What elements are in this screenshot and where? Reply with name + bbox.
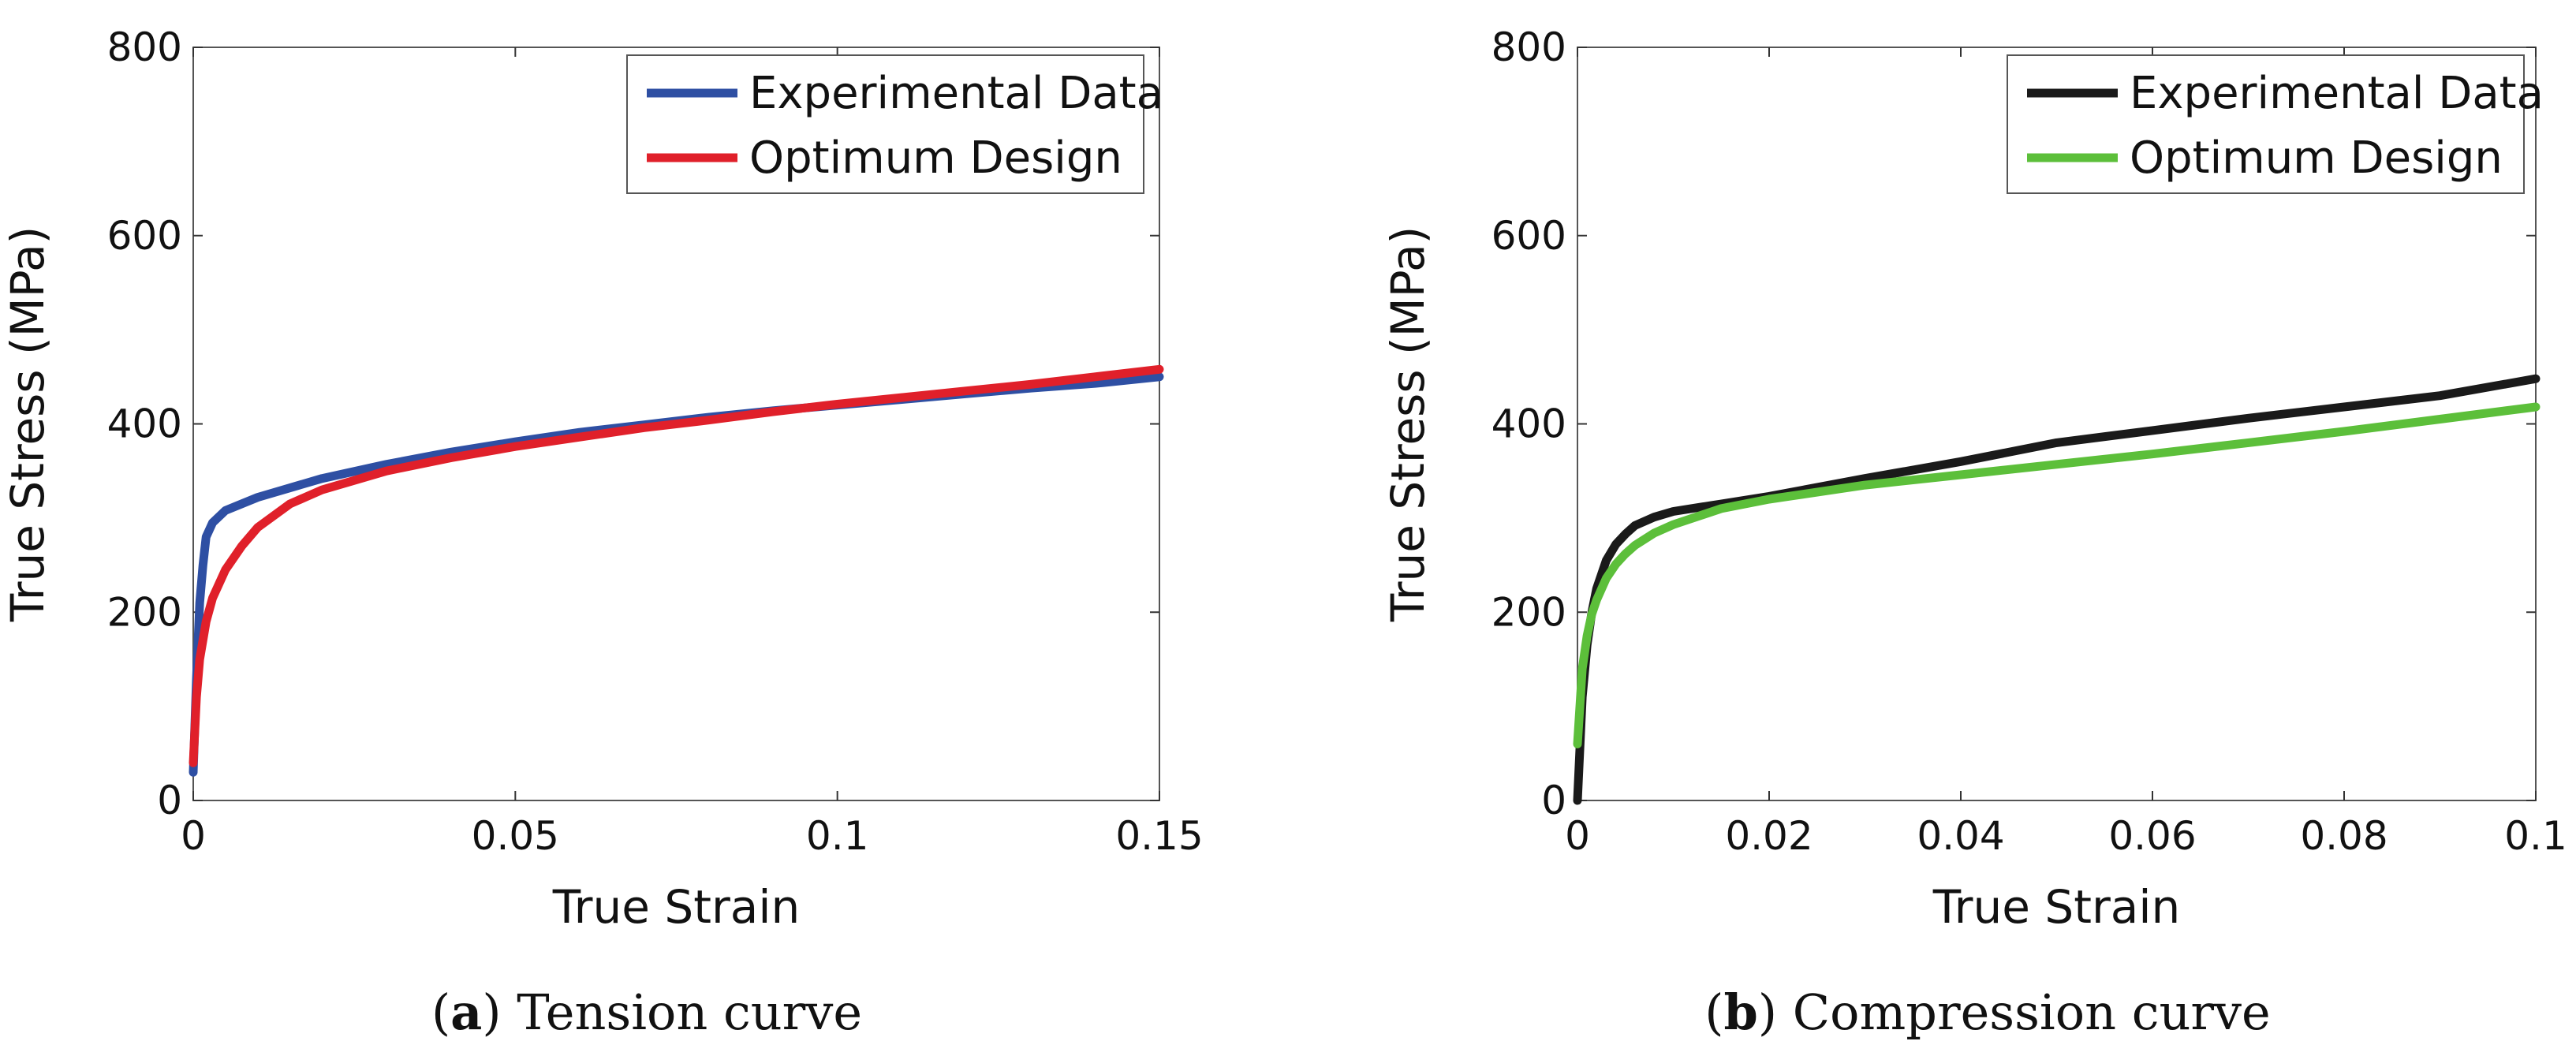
series-line-optimum-design [1573,402,2541,748]
legend-entry-label: Optimum Design [2130,132,2503,184]
x-tick-label: 0 [1565,813,1590,859]
y-tick-label: 600 [107,213,182,259]
x-tick-label: 0.1 [2504,813,2567,859]
panel-tension: 0 200 400 600 800 0 0.05 0.1 0.15 True Strain True… [1,24,1204,1041]
y-tick-label: 0 [1541,778,1566,823]
y-tick-label: 800 [1491,24,1566,70]
x-tick-label: 0 [181,813,206,859]
x-tick-label: 0.15 [1115,813,1203,859]
caption-text: Tension curve [517,983,862,1041]
legend-entry-label: Experimental Data [749,68,1163,119]
x-axis-label: True Strain [1932,880,2180,934]
y-tick-label: 800 [107,24,182,70]
y-tick-label: 400 [1491,401,1566,447]
x-tick-label: 0.04 [1917,813,2004,859]
caption-text: Compression curve [1793,983,2271,1041]
y-tick-label: 200 [107,589,182,635]
series-line-experimental-data [1573,374,2541,805]
caption-open-paren: ( [1704,983,1723,1041]
x-axis-label: True Strain [552,880,800,934]
y-axis-label: True Stress (MPa) [1381,226,1435,623]
y-tick-label: 200 [1491,589,1566,635]
y-tick-label: 400 [107,401,182,447]
caption-close-paren: ) [482,983,517,1041]
y-tick-label: 600 [1491,213,1566,259]
caption-close-paren: ) [1758,983,1793,1041]
caption-open-paren: ( [431,983,450,1041]
y-axis-label: True Stress (MPa) [1,226,54,623]
legend: Experimental Data Optimum Design [2007,54,2544,194]
x-tick-label: 0.1 [806,813,869,859]
caption-tag: a [450,983,482,1041]
panel-caption: (a) Tension curve [431,983,862,1041]
caption-tag: b [1723,983,1757,1041]
panel-compression: 0 200 400 600 800 0 0.02 0.04 0.06 0.08 0.1 True St… [1381,24,2567,1041]
panel-caption: (b) Compression curve [1704,983,2270,1041]
x-tick-label: 0.08 [2300,813,2387,859]
x-tick-label: 0.06 [2108,813,2196,859]
y-tick-label: 0 [157,778,182,823]
legend: Experimental Data Optimum Design [626,54,1163,194]
legend-box [626,54,1144,194]
x-tick-label: 0.05 [472,813,559,859]
legend-box [2007,54,2525,194]
series-line-optimum-design [189,364,1164,767]
series-line-experimental-data [189,372,1164,777]
legend-entry-label: Optimum Design [749,132,1122,184]
x-tick-label: 0.02 [1725,813,1813,859]
legend-entry-label: Experimental Data [2130,68,2544,119]
